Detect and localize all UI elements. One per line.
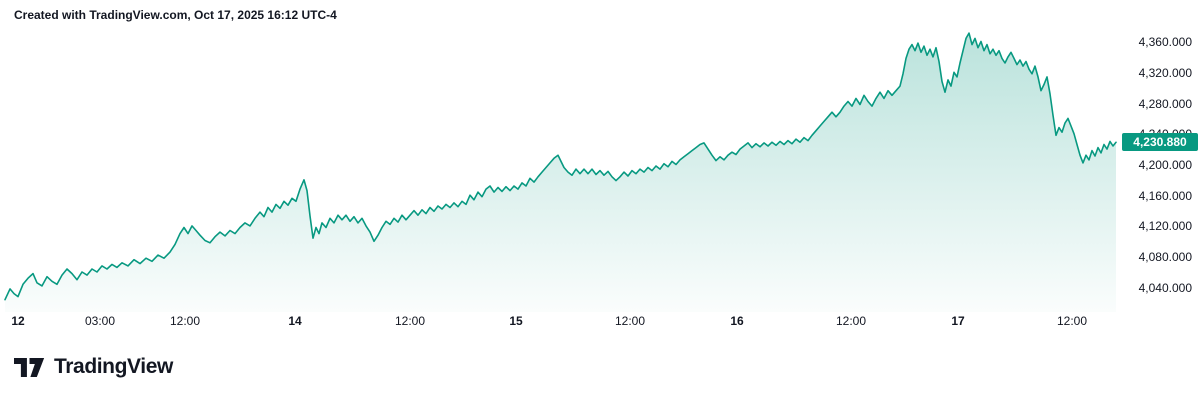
tradingview-logo-link[interactable]: TradingView [14, 355, 173, 379]
x-tick-label: 12:00 [835, 314, 867, 328]
brand-name: TradingView [54, 355, 173, 378]
price-chart-svg [4, 32, 1117, 312]
y-axis: 4,230.880 4,360.000 4,320.000 4,280.000 4,2… [1120, 0, 1200, 330]
x-axis: 12 03:00 12:00 14 12:00 15 12:00 16 12:00 17 12:00 [0, 314, 1120, 332]
y-tick-label: 4,320.000 [1138, 65, 1192, 80]
price-chart-plot: 12 03:00 12:00 14 12:00 15 12:00 16 12:00 17 12:00 [0, 32, 1120, 332]
x-tick-label: 12:00 [394, 314, 426, 328]
price-area-fill [5, 33, 1116, 312]
y-tick-label: 4,080.000 [1138, 250, 1192, 265]
price-line [4, 32, 1117, 301]
x-tick-label: 03:00 [84, 314, 116, 328]
y-tick-label: 4,360.000 [1138, 35, 1192, 50]
tradingview-logo-icon [14, 357, 45, 377]
x-tick-label: 16 [730, 314, 744, 328]
x-tick-label: 17 [951, 314, 965, 328]
y-tick-label: 4,120.000 [1138, 219, 1192, 234]
y-tick-label: 4,160.000 [1138, 188, 1192, 203]
y-tick-label: 4,040.000 [1138, 280, 1192, 295]
last-price-value: 4,230.880 [1133, 135, 1187, 150]
x-tick-label: 14 [288, 314, 302, 328]
last-price-badge: 4,230.880 [1122, 133, 1198, 152]
attribution-text: Created with TradingView.com, Oct 17, 20… [14, 8, 337, 22]
y-tick-label: 4,200.000 [1138, 158, 1192, 172]
footer: TradingView [14, 350, 173, 384]
x-tick-label: 12:00 [1056, 314, 1088, 328]
y-tick-label: 4,280.000 [1138, 96, 1192, 111]
x-tick-label: 12:00 [614, 314, 646, 328]
x-tick-label: 12 [11, 314, 25, 328]
x-tick-label: 12:00 [169, 314, 201, 328]
x-tick-label: 15 [509, 314, 523, 328]
